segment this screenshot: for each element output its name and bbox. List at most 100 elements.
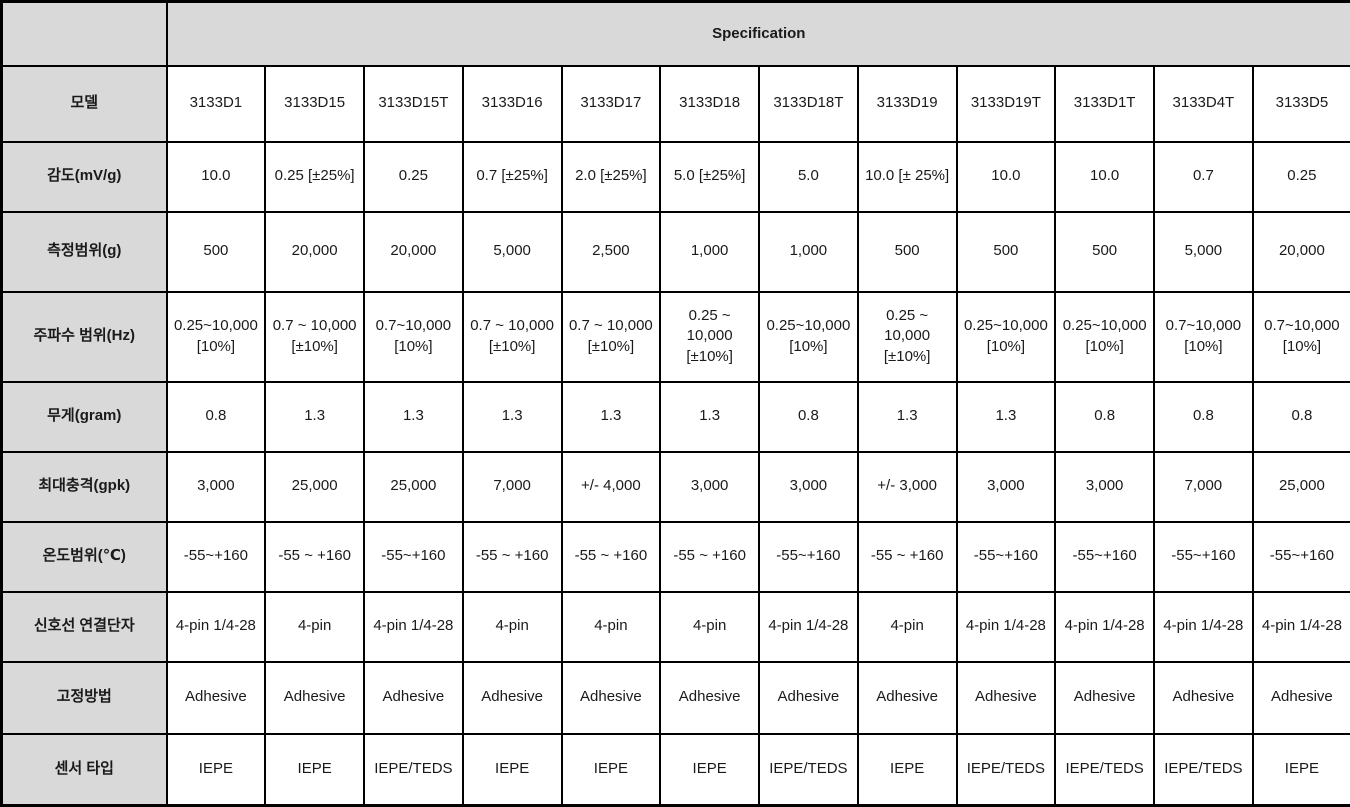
table-cell: -55 ~ +160 xyxy=(659,520,760,593)
table-cell: Adhesive xyxy=(955,660,1057,735)
table-cell: 25,000 xyxy=(363,450,464,523)
table-cell: 25,000 xyxy=(1251,450,1350,523)
row-label: 주파수 범위(Hz) xyxy=(0,290,168,383)
table-cell: 3133D19 xyxy=(856,64,958,143)
table-cell: 4-pin xyxy=(659,590,760,663)
table-cell: 1.3 xyxy=(955,380,1057,453)
table-cell: -55~+160 xyxy=(758,520,859,593)
table-row: 신호선 연결단자 4-pin 1/4-28 4-pin 4-pin 1/4-28 4-p… xyxy=(0,590,1350,663)
row-label: 측정범위(g) xyxy=(0,210,168,293)
table-cell: IEPE xyxy=(659,732,760,807)
table-cell: 3133D15T xyxy=(363,64,464,143)
table-cell: 0.25 [±25%] xyxy=(264,140,365,213)
corner-cell xyxy=(0,0,168,67)
table-cell: 3133D15 xyxy=(264,64,365,143)
table-cell: Adhesive xyxy=(758,660,859,735)
table-cell: 0.8 xyxy=(1251,380,1350,453)
table-cell: 3133D19T xyxy=(955,64,1057,143)
table-cell: -55 ~ +160 xyxy=(461,520,563,593)
table-cell: 500 xyxy=(1054,210,1155,293)
table-cell: +/- 4,000 xyxy=(560,450,662,523)
table-row: 감도(mV/g) 10.0 0.25 [±25%] 0.25 0.7 [±25%] 2.0… xyxy=(0,140,1350,213)
table-cell: 3,000 xyxy=(659,450,760,523)
table-cell: 0.25~10,000 [10%] xyxy=(165,290,267,383)
table-cell: 4-pin 1/4-28 xyxy=(1251,590,1350,663)
table-row: 모델 3133D1 3133D15 3133D15T 3133D16 3133D17 313… xyxy=(0,64,1350,143)
table-cell: 10.0 xyxy=(955,140,1057,213)
table-cell: -55~+160 xyxy=(363,520,464,593)
table-cell: 1,000 xyxy=(758,210,859,293)
table-cell: 10.0 [± 25%] xyxy=(856,140,958,213)
table-cell: 20,000 xyxy=(264,210,365,293)
table-cell: 10.0 xyxy=(165,140,267,213)
table-cell: 0.7~10,000 [10%] xyxy=(1153,290,1254,383)
table-cell: -55 ~ +160 xyxy=(856,520,958,593)
table-cell: 4-pin xyxy=(264,590,365,663)
table-cell: 0.7 ~ 10,000 [±10%] xyxy=(264,290,365,383)
table-cell: 20,000 xyxy=(1251,210,1350,293)
table-row: 센서 타입 IEPE IEPE IEPE/TEDS IEPE IEPE IEPE IEPE/T… xyxy=(0,732,1350,807)
table-cell: 4-pin 1/4-28 xyxy=(165,590,267,663)
table-cell: 25,000 xyxy=(264,450,365,523)
table-cell: -55 ~ +160 xyxy=(264,520,365,593)
table-cell: 3133D1 xyxy=(165,64,267,143)
table-cell: -55~+160 xyxy=(1153,520,1254,593)
table-cell: 0.25 xyxy=(363,140,464,213)
table-cell: IEPE xyxy=(461,732,563,807)
table-cell: 0.8 xyxy=(1054,380,1155,453)
table-cell: 3133D1T xyxy=(1054,64,1155,143)
table-cell: Adhesive xyxy=(264,660,365,735)
table-cell: 1.3 xyxy=(264,380,365,453)
table-cell: 3133D17 xyxy=(560,64,662,143)
table-cell: 2,500 xyxy=(560,210,662,293)
table-cell: IEPE xyxy=(1251,732,1350,807)
table-cell: 0.8 xyxy=(1153,380,1254,453)
table-cell: IEPE/TEDS xyxy=(955,732,1057,807)
table-cell: IEPE/TEDS xyxy=(1054,732,1155,807)
table-cell: -55~+160 xyxy=(1251,520,1350,593)
table-cell: 20,000 xyxy=(363,210,464,293)
table-cell: 5,000 xyxy=(461,210,563,293)
table-cell: 1.3 xyxy=(659,380,760,453)
table-cell: 5,000 xyxy=(1153,210,1254,293)
row-label: 신호선 연결단자 xyxy=(0,590,168,663)
table-row: 측정범위(g) 500 20,000 20,000 5,000 2,500 1,000 1,0… xyxy=(0,210,1350,293)
table-cell: IEPE/TEDS xyxy=(363,732,464,807)
table-cell: 4-pin 1/4-28 xyxy=(1054,590,1155,663)
table-row: 주파수 범위(Hz) 0.25~10,000 [10%] 0.7 ~ 10,000 … xyxy=(0,290,1350,383)
table-cell: 4-pin xyxy=(461,590,563,663)
table-cell: 1.3 xyxy=(461,380,563,453)
table-cell: 500 xyxy=(856,210,958,293)
table-row: 최대충격(gpk) 3,000 25,000 25,000 7,000 +/- 4,000… xyxy=(0,450,1350,523)
table-cell: 3133D18T xyxy=(758,64,859,143)
table-cell: Adhesive xyxy=(461,660,563,735)
table-cell: 3133D4T xyxy=(1153,64,1254,143)
table-cell: 500 xyxy=(165,210,267,293)
table-cell: 1.3 xyxy=(856,380,958,453)
table-cell: Adhesive xyxy=(1153,660,1254,735)
table-cell: Adhesive xyxy=(1251,660,1350,735)
table-cell: 7,000 xyxy=(1153,450,1254,523)
row-label: 온도범위(℃) xyxy=(0,520,168,593)
table-cell: 0.7 [±25%] xyxy=(461,140,563,213)
table-cell: IEPE xyxy=(165,732,267,807)
row-label: 모델 xyxy=(0,64,168,143)
table-cell: 1,000 xyxy=(659,210,760,293)
table-cell: 3133D18 xyxy=(659,64,760,143)
table-cell: -55~+160 xyxy=(1054,520,1155,593)
row-label: 최대충격(gpk) xyxy=(0,450,168,523)
row-label: 감도(mV/g) xyxy=(0,140,168,213)
table-cell: 0.7 ~ 10,000 [±10%] xyxy=(461,290,563,383)
table-cell: IEPE/TEDS xyxy=(1153,732,1254,807)
table-cell: +/- 3,000 xyxy=(856,450,958,523)
table-cell: 2.0 [±25%] xyxy=(560,140,662,213)
table-cell: -55~+160 xyxy=(955,520,1057,593)
table-cell: Adhesive xyxy=(1054,660,1155,735)
spec-header-cell: Specification xyxy=(165,0,1350,67)
table-cell: 1.3 xyxy=(560,380,662,453)
table-cell: 3,000 xyxy=(758,450,859,523)
table-cell: 5.0 [±25%] xyxy=(659,140,760,213)
table-cell: 1.3 xyxy=(363,380,464,453)
table-cell: IEPE xyxy=(856,732,958,807)
